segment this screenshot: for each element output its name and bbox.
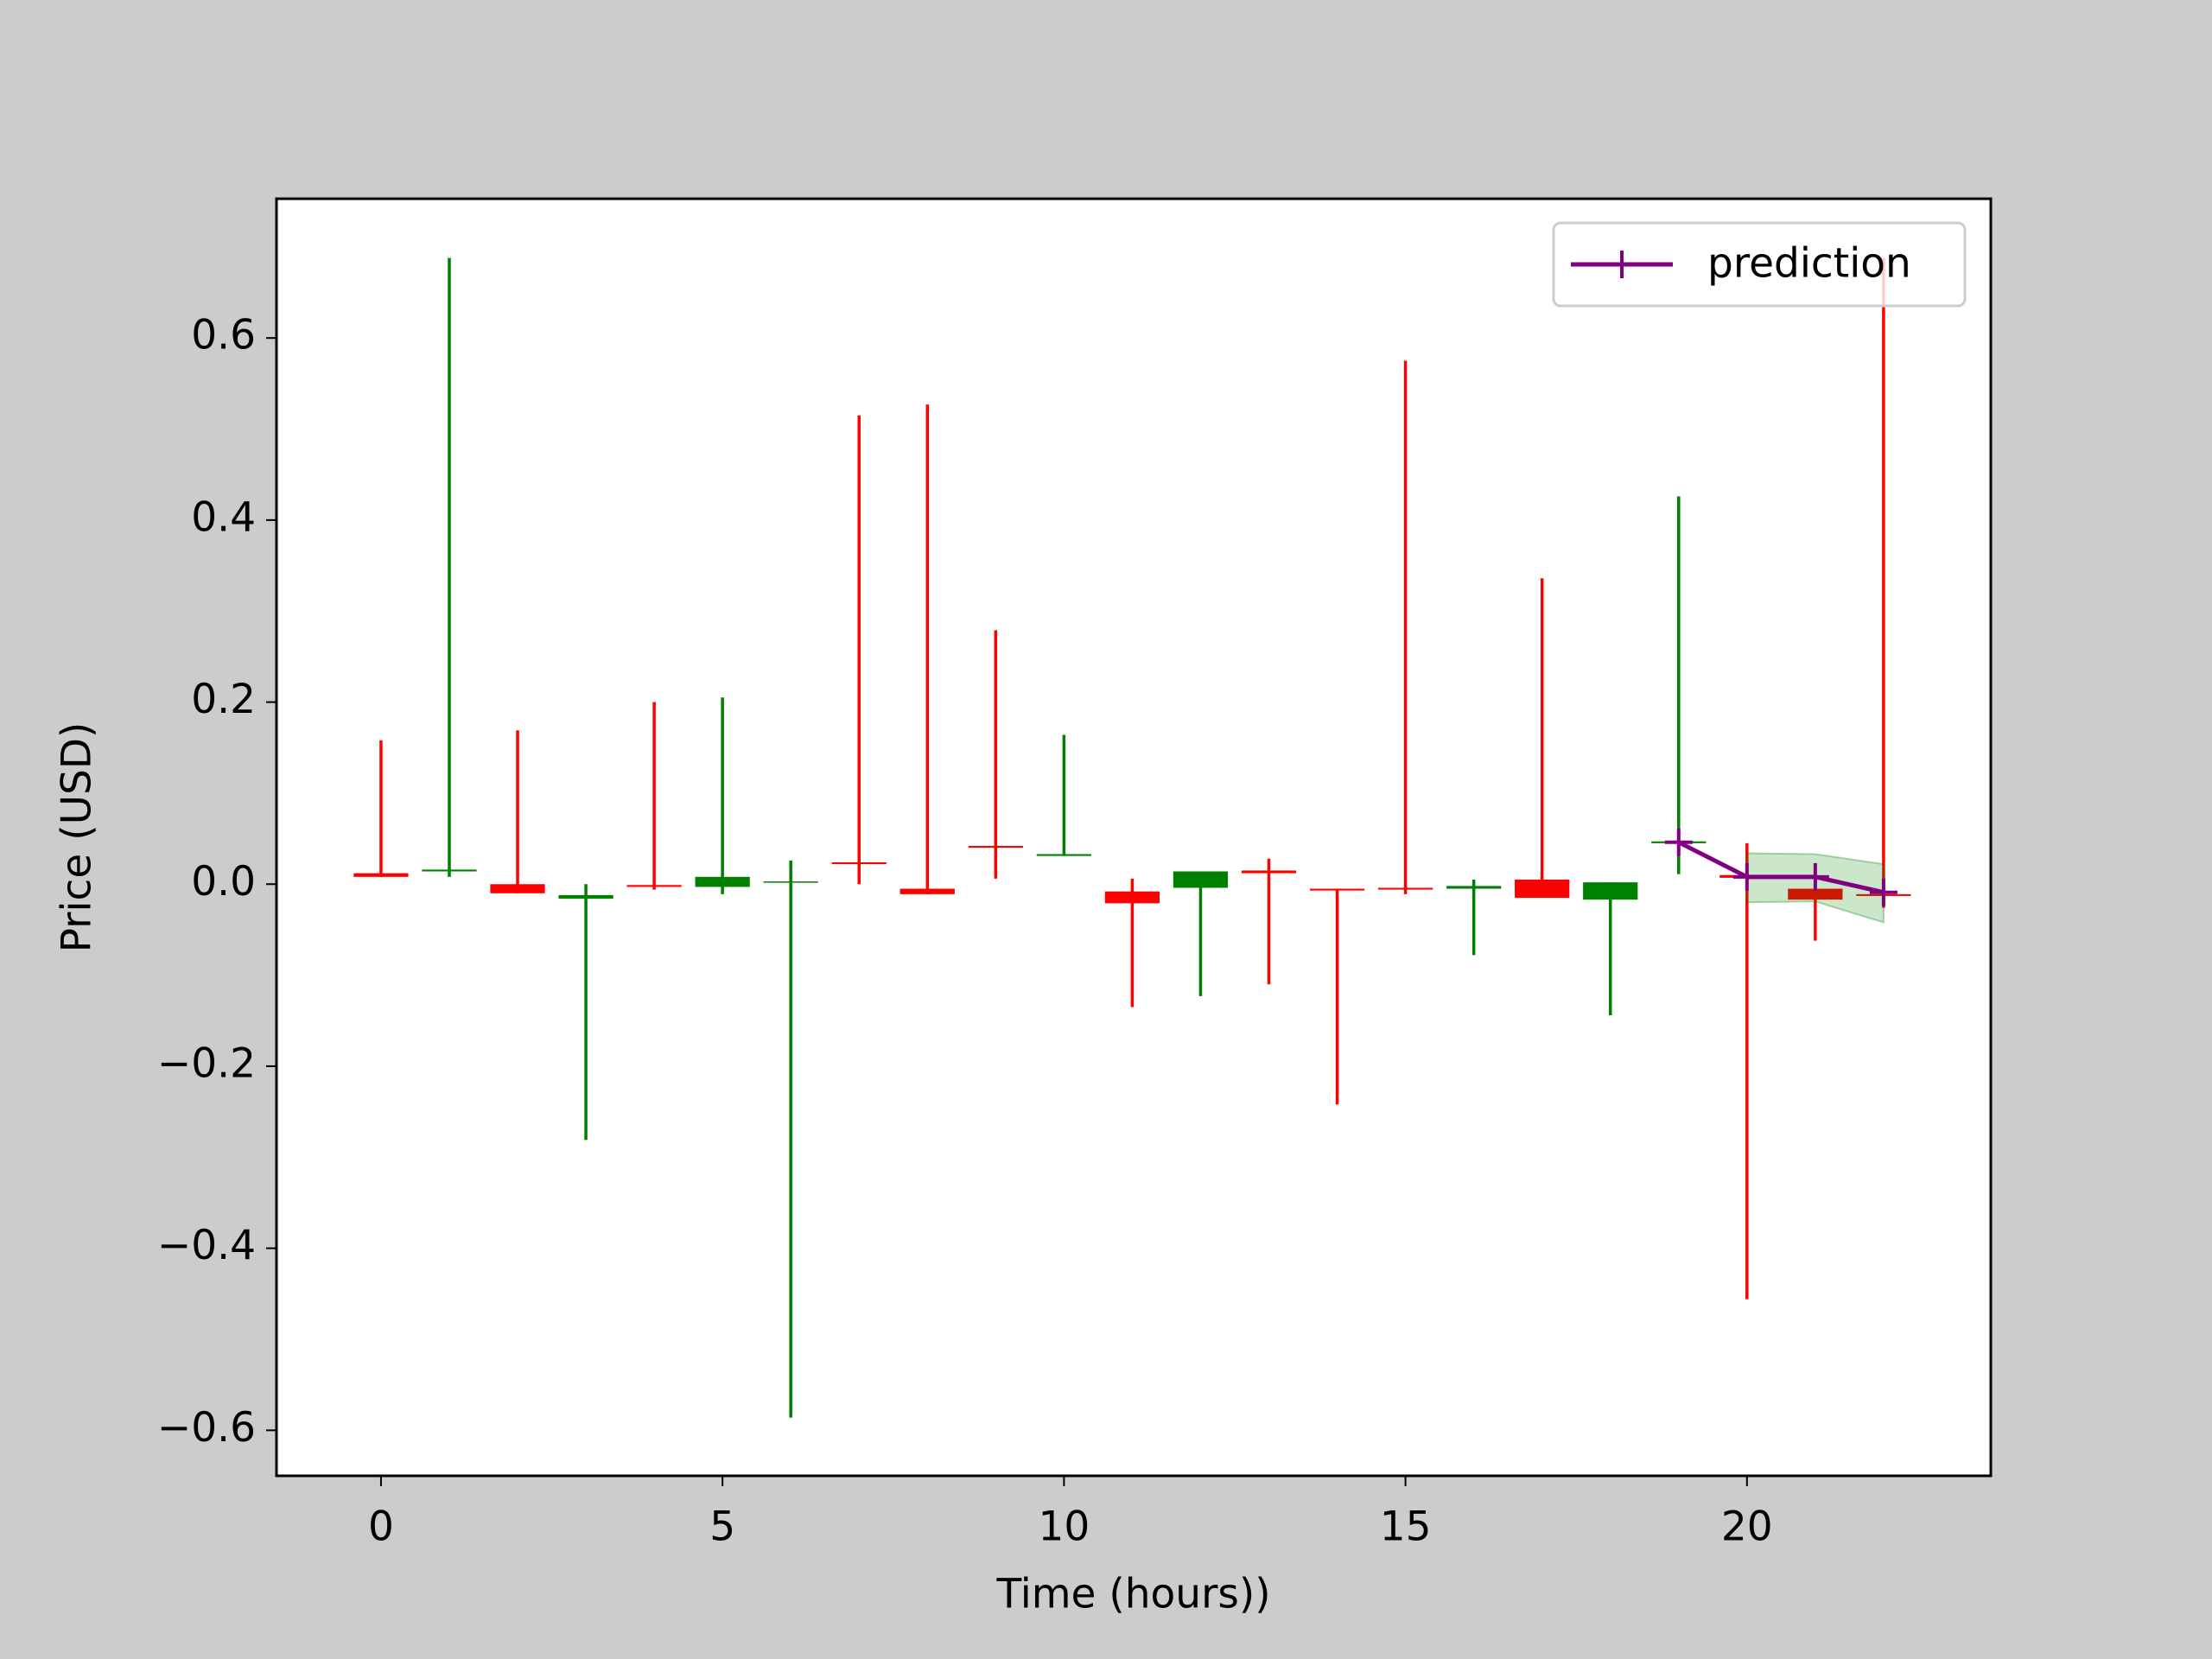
candle-body: [1377, 887, 1433, 890]
x-tick-label: 5: [709, 1503, 735, 1551]
y-tick-label: 0.0: [191, 858, 256, 906]
axes-frame: [275, 197, 1993, 1478]
x-tick-label: 10: [1038, 1503, 1090, 1551]
candle-body: [899, 888, 955, 894]
candle-body: [490, 884, 545, 893]
y-tick-label: −0.4: [157, 1222, 256, 1269]
candle-body: [1104, 891, 1160, 904]
y-tick-label: −0.2: [157, 1039, 256, 1087]
candle-body: [1036, 854, 1091, 856]
prediction-line: [1677, 840, 1885, 895]
candle-body: [968, 846, 1023, 849]
y-tick-label: 0.6: [191, 312, 256, 359]
candle-body: [1515, 879, 1570, 899]
candle-body: [1583, 882, 1638, 900]
x-axis-label: Time (hours)): [995, 1571, 1270, 1618]
y-axis-label: Price (USD): [54, 722, 101, 953]
x-tick-label: 20: [1721, 1503, 1773, 1551]
y-tick-label: 0.2: [191, 676, 256, 723]
candle-body: [1173, 871, 1229, 888]
candle-body: [1446, 886, 1502, 889]
candle-body: [695, 876, 750, 887]
candle-body: [831, 861, 887, 865]
legend-box: [1552, 221, 1967, 308]
candle-body: [1241, 870, 1297, 874]
prediction-marker: [1869, 878, 1897, 906]
y-tick-label: 0.4: [191, 493, 256, 541]
candle-body: [1309, 888, 1365, 891]
legend-label: prediction: [1707, 240, 1911, 288]
plot-area: [276, 199, 1991, 1476]
candle-body: [422, 869, 477, 872]
prediction-marker: [1732, 862, 1761, 891]
candle-body: [763, 881, 818, 883]
candle-body: [558, 894, 613, 899]
candle-body: [353, 873, 409, 877]
prediction-marker: [1801, 862, 1829, 891]
x-tick-label: 15: [1380, 1503, 1432, 1551]
legend-marker: [1608, 251, 1636, 278]
y-tick-label: −0.6: [157, 1404, 256, 1452]
prediction-marker: [1664, 828, 1693, 856]
x-tick-label: 0: [368, 1503, 394, 1551]
candle-body: [626, 885, 682, 887]
candle-body: [1788, 888, 1843, 900]
